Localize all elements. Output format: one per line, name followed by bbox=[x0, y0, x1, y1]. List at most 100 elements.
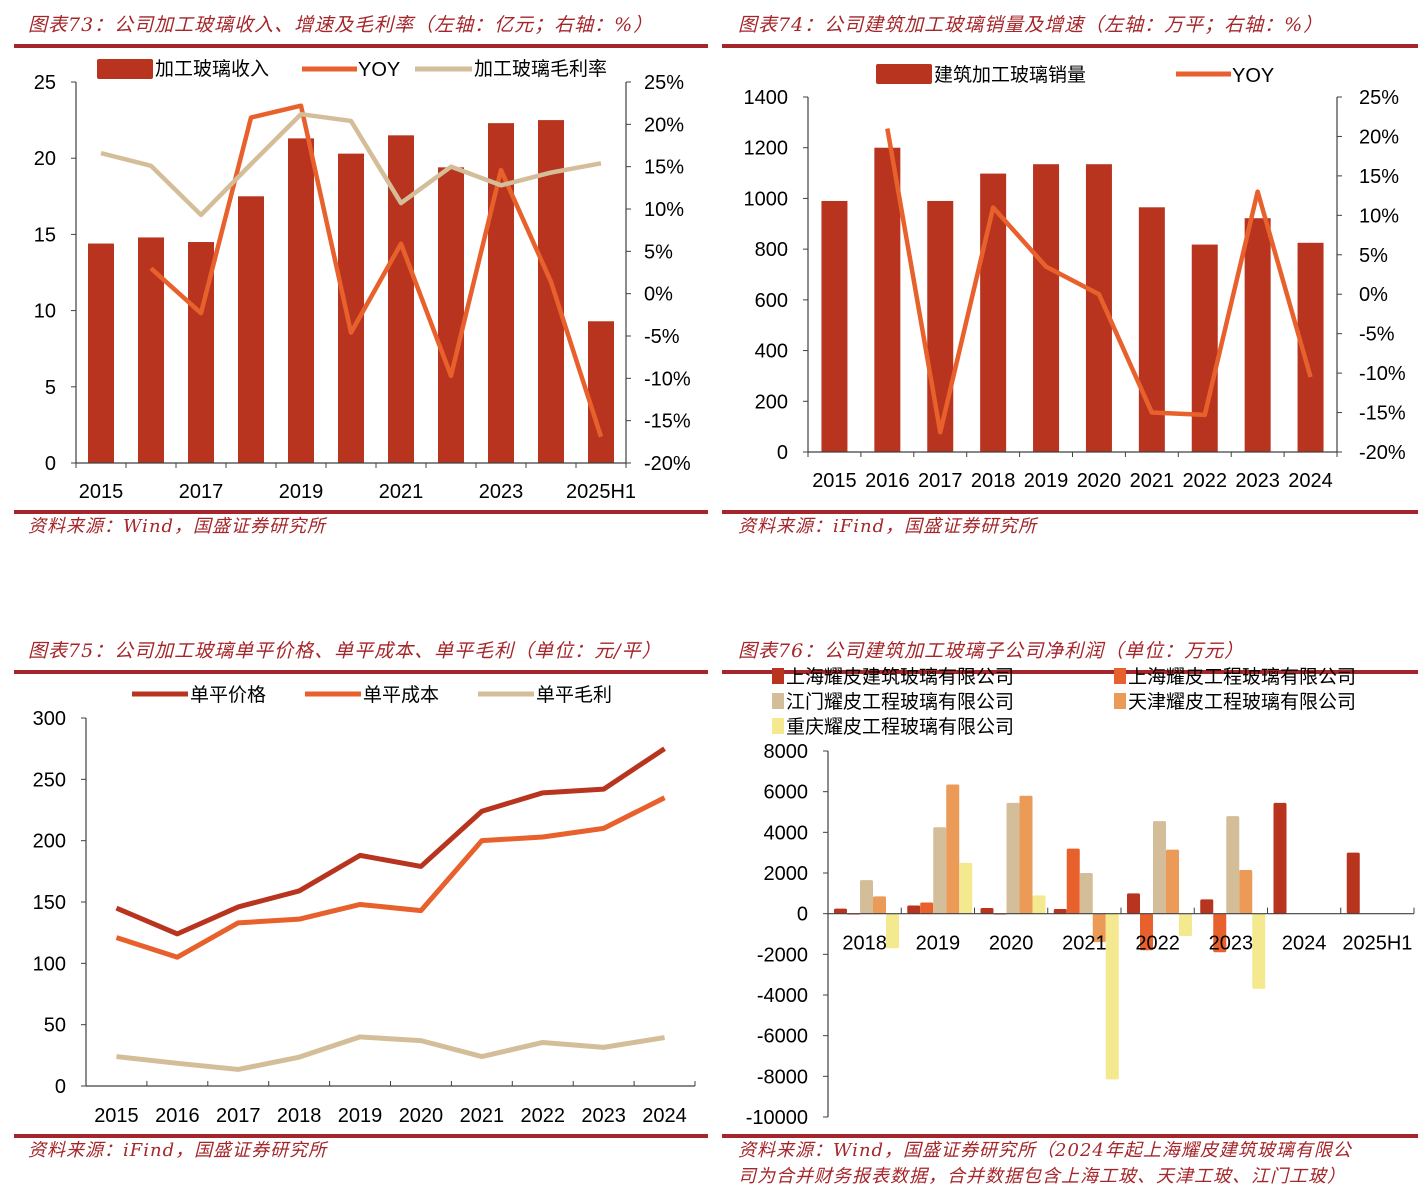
legend-swatch-chongqing bbox=[772, 718, 784, 734]
x-tick-label: 2023 bbox=[1209, 933, 1254, 955]
legend-label-chongqing: 重庆耀皮工程玻璃有限公司 bbox=[786, 716, 1014, 738]
bar-tianjin bbox=[946, 784, 960, 914]
chart-75: 0 50 100 150 200 250 300 2015 2016 2017 2018 2019 20… bbox=[33, 684, 696, 1127]
x-tick-label: 2019 bbox=[916, 933, 961, 955]
chart-74-bottom-rule bbox=[722, 510, 1418, 514]
bar-tianjin bbox=[1239, 869, 1253, 914]
line-unit-margin bbox=[116, 1034, 665, 1072]
chart-73-top-rule bbox=[14, 44, 708, 48]
line-unit-cost bbox=[115, 795, 666, 960]
bar-jiangmen bbox=[1079, 873, 1093, 914]
bar-revenue bbox=[438, 167, 464, 463]
legend-label-unit-margin: 单平毛利 bbox=[536, 684, 612, 706]
x-tick-label: 2022 bbox=[521, 1105, 566, 1127]
left-tick-label: 1000 bbox=[744, 188, 789, 210]
chart-76: -10000 -8000 -6000 -4000 -2000 0 2000 4000 6000 8… bbox=[746, 666, 1415, 1129]
y-tick-label: 2000 bbox=[764, 863, 809, 885]
bar-tianjin bbox=[1092, 913, 1106, 943]
x-tick-label: 2023 bbox=[479, 481, 524, 503]
y-tick-label: 6000 bbox=[764, 782, 809, 804]
right-tick-label: -15% bbox=[1359, 403, 1406, 425]
left-tick-label: 10 bbox=[34, 301, 56, 323]
bar-sales-volume bbox=[1138, 207, 1165, 452]
left-tick-label: 800 bbox=[755, 239, 788, 261]
right-tick-label: -15% bbox=[644, 411, 691, 433]
left-tick-label: 600 bbox=[755, 290, 788, 312]
bar-sh-architectural bbox=[1346, 852, 1360, 914]
legend-swatch-sales-volume bbox=[876, 64, 932, 84]
legend-label-revenue: 加工玻璃收入 bbox=[155, 58, 269, 80]
chart-74-source: 资料来源：iFind，国盛证券研究所 bbox=[738, 516, 1038, 537]
right-tick-label: -5% bbox=[644, 326, 680, 348]
right-tick-label: -5% bbox=[1359, 324, 1395, 346]
legend-swatch-revenue bbox=[97, 59, 153, 79]
x-tick-label: 2019 bbox=[338, 1105, 383, 1127]
legend-swatch-sh-engineering bbox=[1114, 668, 1126, 684]
x-tick-label: 2021 bbox=[379, 481, 424, 503]
bar-sales-volume bbox=[927, 200, 954, 452]
bar-chongqing bbox=[1252, 913, 1266, 989]
x-tick-label: 2019 bbox=[279, 481, 324, 503]
x-tick-label: 2018 bbox=[971, 470, 1016, 492]
right-tick-label: -20% bbox=[1359, 442, 1406, 464]
y-tick-label: 250 bbox=[33, 769, 66, 791]
y-tick-label: 300 bbox=[33, 708, 66, 730]
left-tick-label: 20 bbox=[34, 148, 56, 170]
bar-sh-architectural bbox=[1127, 893, 1140, 914]
y-tick-label: 0 bbox=[797, 904, 808, 926]
legend-label-jiangmen: 江门耀皮工程玻璃有限公司 bbox=[786, 691, 1014, 713]
x-tick-label: 2017 bbox=[216, 1105, 261, 1127]
bar-sales-volume bbox=[1033, 164, 1060, 453]
legend-label-sh-architectural: 上海耀皮建筑玻璃有限公司 bbox=[786, 666, 1014, 688]
bar-jiangmen bbox=[933, 827, 947, 914]
bar-sh-engineering bbox=[920, 902, 934, 914]
left-tick-label: 0 bbox=[45, 453, 56, 475]
chart-76-title: 图表76：公司建筑加工玻璃子公司净利润（单位：万元） bbox=[738, 640, 1245, 662]
x-tick-label: 2016 bbox=[865, 470, 910, 492]
legend-label-margin: 加工玻璃毛利率 bbox=[474, 58, 607, 80]
chart-73: 0 5 10 15 20 25 -20% -15% -10% -5% 0% 5% 10% 15% 20% 25… bbox=[34, 58, 691, 503]
y-tick-label: 150 bbox=[33, 892, 66, 914]
legend-label-sh-engineering: 上海耀皮工程玻璃有限公司 bbox=[1128, 666, 1356, 688]
bar-sales-volume bbox=[874, 147, 901, 452]
legend-label-yoy: YOY bbox=[358, 59, 400, 81]
legend-label-tianjin: 天津耀皮工程玻璃有限公司 bbox=[1128, 691, 1356, 713]
chart-76-source-line-2: 司为合并财务报表数据，合并数据包含上海工玻、天津工玻、江门工玻） bbox=[738, 1166, 1346, 1187]
x-tick-label: 2022 bbox=[1183, 470, 1228, 492]
legend-label-unit-price: 单平价格 bbox=[190, 684, 266, 706]
x-tick-label: 2021 bbox=[1130, 470, 1175, 492]
right-tick-label: -10% bbox=[1359, 363, 1406, 385]
bar-sh-engineering bbox=[1213, 913, 1227, 953]
x-tick-label: 2025H1 bbox=[566, 481, 636, 503]
legend-label-yoy: YOY bbox=[1232, 65, 1274, 87]
y-tick-label: 8000 bbox=[764, 741, 809, 763]
x-tick-label: 2020 bbox=[399, 1105, 444, 1127]
x-tick-label: 2024 bbox=[1288, 470, 1333, 492]
bar-revenue bbox=[538, 120, 564, 463]
left-tick-label: 25 bbox=[34, 72, 56, 94]
left-tick-label: 15 bbox=[34, 224, 56, 246]
right-tick-label: 25% bbox=[644, 72, 684, 94]
right-tick-label: 10% bbox=[644, 199, 684, 221]
bar-tianjin bbox=[873, 896, 886, 914]
chart-74-top-rule bbox=[722, 44, 1418, 48]
x-tick-label: 2021 bbox=[460, 1105, 505, 1127]
x-tick-label: 2024 bbox=[1282, 933, 1327, 955]
x-tick-label: 2017 bbox=[179, 481, 224, 503]
bar-sh-engineering bbox=[1066, 848, 1080, 914]
chart-74-title: 图表74：公司建筑加工玻璃销量及增速（左轴：万平；右轴：%） bbox=[738, 14, 1324, 36]
chart-75-panel: 图表75：公司加工玻璃单平价格、单平成本、单平毛利（单位：元/平） 资料来源：i… bbox=[14, 620, 708, 1180]
chart-73-source: 资料来源：Wind，国盛证券研究所 bbox=[28, 516, 327, 537]
bar-tianjin bbox=[1166, 849, 1179, 914]
left-tick-label: 1400 bbox=[744, 87, 789, 109]
y-tick-label: -2000 bbox=[757, 944, 808, 966]
bar-sales-volume bbox=[1085, 164, 1112, 453]
right-tick-label: 0% bbox=[1359, 284, 1388, 306]
chart-76-source-line-1: 资料来源：Wind，国盛证券研究所（2024年起上海耀皮建筑玻璃有限公 bbox=[738, 1140, 1352, 1161]
x-tick-label: 2024 bbox=[642, 1105, 687, 1127]
right-tick-label: -20% bbox=[644, 453, 691, 475]
bar-sh-architectural bbox=[1200, 899, 1214, 914]
x-tick-label: 2019 bbox=[1024, 470, 1069, 492]
bar-chongqing bbox=[959, 862, 973, 914]
chart-74-panel: 图表74：公司建筑加工玻璃销量及增速（左轴：万平；右轴：%） 资料来源：iFin… bbox=[722, 0, 1418, 560]
